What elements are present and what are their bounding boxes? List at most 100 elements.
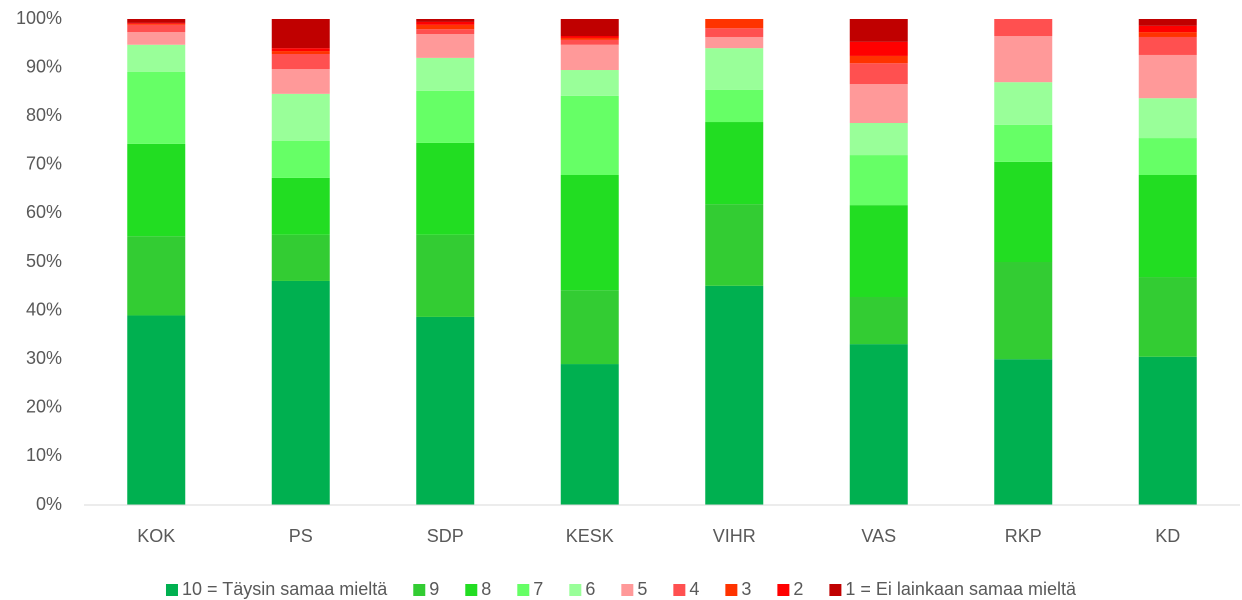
y-tick-label: 40% <box>26 299 62 319</box>
y-tick-label: 90% <box>26 56 62 76</box>
bar-segment <box>994 124 1053 162</box>
bar-segment <box>1138 19 1197 26</box>
y-tick-label: 0% <box>36 494 62 514</box>
bar-segment <box>416 142 475 235</box>
bar-segment <box>271 48 330 52</box>
legend-label: 4 <box>689 579 699 599</box>
bar-segment <box>271 177 330 235</box>
bar-segment <box>127 44 186 72</box>
x-tick-label: KOK <box>137 526 175 546</box>
legend-swatch <box>777 584 790 596</box>
y-tick-label: 70% <box>26 154 62 174</box>
bar-segment <box>705 36 764 49</box>
bar-segment <box>127 315 186 505</box>
bar-segment <box>1138 277 1197 357</box>
bar-segment <box>705 89 764 123</box>
bar-segment <box>705 285 764 505</box>
legend-swatch <box>465 584 478 596</box>
legend-label: 3 <box>741 579 751 599</box>
bar-segment <box>560 95 619 176</box>
bar-segment <box>994 359 1053 505</box>
bar-segment <box>416 24 475 30</box>
legend-label: 6 <box>585 579 595 599</box>
legend-swatch <box>725 584 738 596</box>
bar-segment <box>271 69 330 94</box>
bar-segment <box>994 82 1053 125</box>
bar-segment <box>560 36 619 38</box>
bar-segment <box>127 24 186 33</box>
legend-label: 5 <box>637 579 647 599</box>
bar-segment <box>560 364 619 505</box>
legend-swatch <box>829 584 842 596</box>
bar-segment <box>416 34 475 58</box>
x-tick-label: PS <box>289 526 313 546</box>
x-tick-label: KD <box>1155 526 1180 546</box>
bar-segment <box>1138 54 1197 99</box>
legend-label: 8 <box>481 579 491 599</box>
bar-segment <box>849 19 908 42</box>
legend-swatch <box>413 584 426 596</box>
y-tick-label: 80% <box>26 105 62 125</box>
bar-segment <box>127 23 186 25</box>
bar-segment <box>560 175 619 291</box>
bar-segment <box>849 55 908 64</box>
bar-segment <box>416 19 475 22</box>
bar-segment <box>1138 25 1197 33</box>
legend-swatch <box>165 584 178 596</box>
bar-segment <box>849 155 908 206</box>
bar-segment <box>560 290 619 365</box>
legend-label: 7 <box>533 579 543 599</box>
bar-segment <box>127 143 186 237</box>
y-tick-label: 60% <box>26 202 62 222</box>
bar-segment <box>271 280 330 505</box>
bar-segment <box>994 262 1053 360</box>
bar-segment <box>416 90 475 143</box>
bar-segment <box>127 236 186 316</box>
bar-segment <box>994 161 1053 262</box>
bar-segment <box>127 19 186 23</box>
bar-segment <box>849 84 908 124</box>
bar-segment <box>849 296 908 345</box>
bar-segment <box>1138 138 1197 176</box>
bar-segment <box>560 39 619 45</box>
x-tick-label: VAS <box>861 526 896 546</box>
bar-segment <box>271 234 330 281</box>
bar-segment <box>1138 356 1197 505</box>
bar-segment <box>705 122 764 205</box>
bar-segment <box>560 19 619 37</box>
bar-segment <box>849 41 908 56</box>
bar-segment <box>127 22 186 24</box>
bar-segment <box>416 234 475 317</box>
legend-label: 9 <box>429 579 439 599</box>
bar-segment <box>560 37 619 40</box>
bar-segment <box>705 19 764 29</box>
legend-label: 1 = Ei lainkaan samaa mieltä <box>845 579 1077 599</box>
x-tick-label: KESK <box>566 526 614 546</box>
y-tick-label: 30% <box>26 348 62 368</box>
bar-segment <box>849 63 908 85</box>
bar-segment <box>127 71 186 144</box>
bar-segment <box>271 51 330 54</box>
y-tick-label: 10% <box>26 445 62 465</box>
bar-segment <box>416 21 475 25</box>
legend-swatch <box>569 584 582 596</box>
bar-segment <box>416 316 475 505</box>
x-tick-label: VIHR <box>713 526 756 546</box>
bar-segment <box>994 36 1053 83</box>
bar-segment <box>1138 175 1197 278</box>
bar-segment <box>560 44 619 71</box>
bar-segment <box>127 32 186 45</box>
bar-segment <box>1138 32 1197 37</box>
x-tick-label: SDP <box>427 526 464 546</box>
legend-swatch <box>517 584 530 596</box>
bar-segment <box>271 53 330 70</box>
bar-segment <box>271 93 330 141</box>
bar-segment <box>994 19 1053 37</box>
bar-segment <box>849 205 908 297</box>
y-tick-label: 20% <box>26 397 62 417</box>
bar-segment <box>705 48 764 90</box>
legend-swatch <box>621 584 634 596</box>
bar-segment <box>849 344 908 505</box>
y-tick-label: 100% <box>16 8 62 28</box>
